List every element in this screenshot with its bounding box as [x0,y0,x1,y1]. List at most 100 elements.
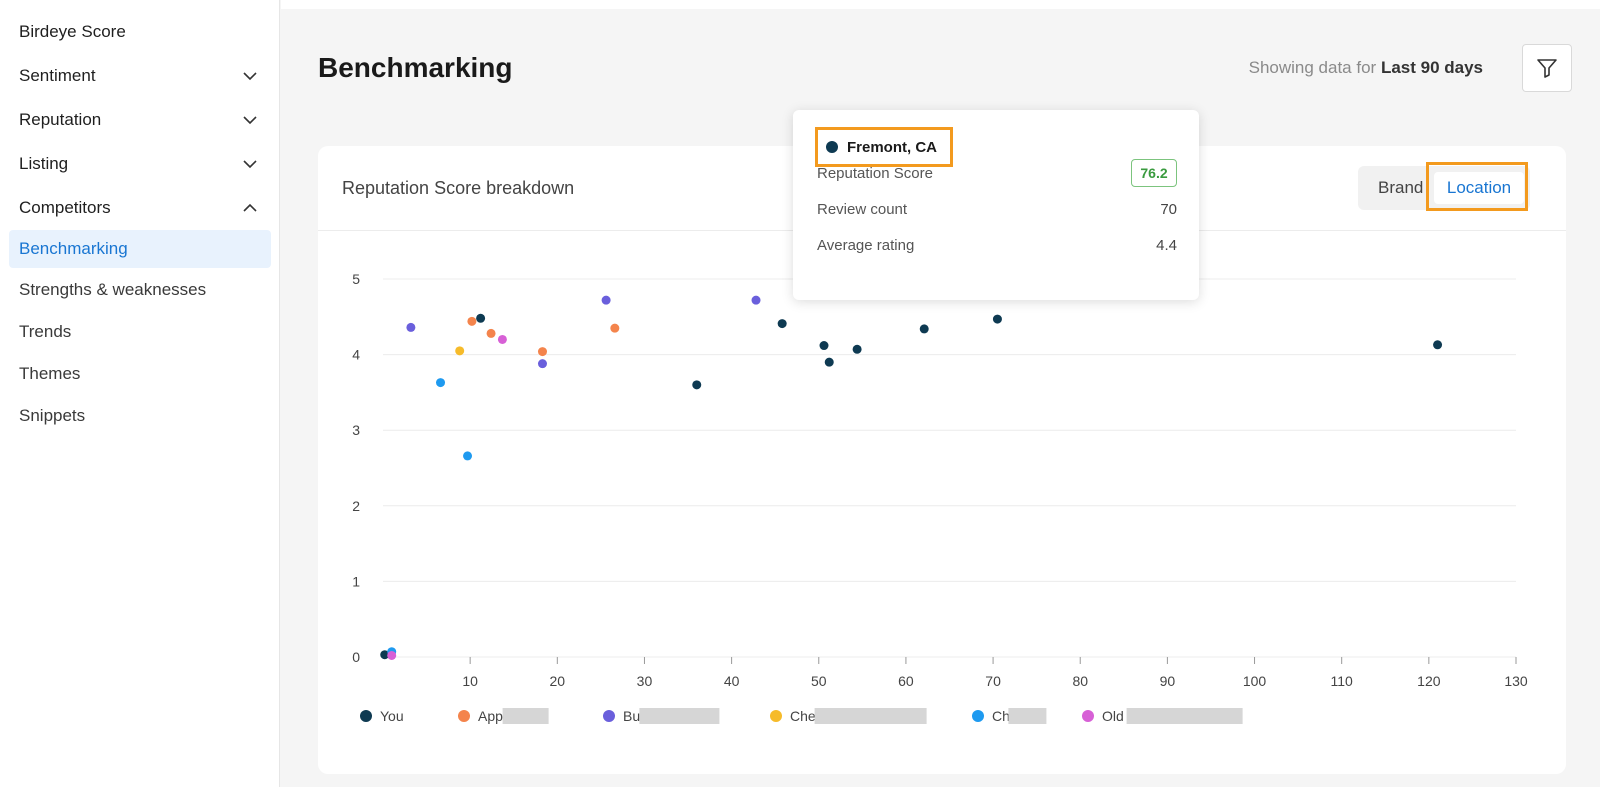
legend-marker [458,710,470,722]
nav-reputation[interactable]: Reputation [0,100,280,140]
legend-marker [360,710,372,722]
nav-birdeye-score[interactable]: Birdeye Score [0,12,280,52]
legend-marker [603,710,615,722]
nav-label: Birdeye Score [19,22,126,41]
data-point [463,451,473,461]
nav-benchmarking[interactable]: Benchmarking [9,230,271,268]
legend-redacted [1126,708,1243,724]
legend-label: App [478,708,503,724]
legend-redacted [639,708,720,724]
nav-label: Sentiment [19,66,96,85]
data-point [852,344,862,354]
y-tick-label: 0 [352,649,360,665]
chart-legend: You App Bu Che Ch Old [360,708,1243,724]
data-point [537,359,547,369]
sidebar: Birdeye Score Sentiment Reputation Listi… [0,0,280,787]
toggle-location[interactable]: Location [1434,172,1524,204]
data-point [406,322,416,332]
data-point [476,313,486,323]
nav-label: Competitors [19,198,111,217]
x-tick-label: 120 [1417,673,1441,689]
nav-sentiment[interactable]: Sentiment [0,56,280,96]
legend-label: Che [790,708,816,724]
nav-strengths-weaknesses[interactable]: Strengths & weaknesses [9,271,271,309]
legend-label: Bu [623,708,640,724]
tooltip-label: Review count [817,201,908,218]
legend-redacted [814,708,927,724]
x-tick-label: 50 [811,673,827,689]
x-tick-label: 90 [1160,673,1176,689]
nav-sub-label: Strengths & weaknesses [19,280,207,299]
legend-redacted [1008,708,1047,724]
x-tick-label: 70 [985,673,1001,689]
legend-label: Ch [992,708,1010,724]
x-tick-label: 60 [898,673,914,689]
data-point [497,334,507,344]
brand-location-toggle: Brand Location [1358,166,1530,210]
nav-themes[interactable]: Themes [9,355,271,393]
x-tick-label: 40 [724,673,740,689]
data-point [824,357,834,367]
date-range-text: Showing data for Last 90 days [1249,58,1483,78]
x-tick-label: 110 [1331,673,1354,689]
tooltip-location: Fremont, CA [815,127,953,167]
tooltip-label: Reputation Score [817,165,933,182]
location-tooltip: Fremont, CA Reputation Score 76.2 Review… [793,110,1199,300]
data-point [537,347,547,357]
x-tick-label: 20 [550,673,566,689]
tooltip-label: Average rating [817,237,915,254]
legend-marker [1082,710,1094,722]
tooltip-row-average-rating: Average rating 4.4 [817,237,1177,259]
top-strip [281,0,1600,9]
data-point [387,650,397,660]
card-title: Reputation Score breakdown [342,178,575,198]
data-point [777,319,787,329]
tooltip-row-review-count: Review count 70 [817,201,1177,223]
legend-marker [972,710,984,722]
legend-label: Old [1102,708,1124,724]
chevron-up-icon [243,203,257,212]
location-highlight [1426,162,1528,211]
y-tick-label: 2 [352,498,360,514]
x-tick-label: 10 [462,673,478,689]
legend-label: You [380,708,404,724]
chevron-down-icon [243,72,257,81]
chart-points [380,295,1443,660]
data-point [380,650,390,660]
showing-prefix: Showing data for [1248,58,1377,77]
legend-marker [770,710,782,722]
showing-period: Last 90 days [1380,58,1483,77]
data-point [751,295,761,305]
scatter-chart: 0 1 2 3 4 5 10 20 30 40 50 60 70 80 90 100 110 120 130 Yo… [352,271,1528,724]
y-tick-label: 3 [352,422,360,438]
nav-sub-label: Snippets [19,406,86,425]
data-point [467,316,477,326]
nav-label: Reputation [19,110,102,129]
chevron-down-icon [243,160,257,169]
data-point [610,323,620,333]
nav-trends[interactable]: Trends [9,313,271,351]
data-point [436,378,446,388]
x-tick-label: 80 [1072,673,1088,689]
legend-redacted [502,708,549,724]
score-badge: 76.2 [1131,159,1177,187]
nav-sub-label: Trends [19,322,72,341]
y-tick-label: 4 [352,347,360,363]
tooltip-row-reputation-score: Reputation Score 76.2 [817,159,1177,187]
chart-grid [383,278,1517,664]
data-point [919,324,929,334]
data-point [1433,340,1443,350]
y-axis-ticks: 0 1 2 3 4 5 [352,271,360,665]
filter-button[interactable] [1522,44,1572,92]
nav-competitors[interactable]: Competitors [0,188,280,228]
x-tick-label: 130 [1504,673,1528,689]
toggle-brand[interactable]: Brand [1378,178,1424,197]
tooltip-series-dot [826,141,838,153]
nav-listing[interactable]: Listing [0,144,280,184]
nav-snippets[interactable]: Snippets [9,397,271,435]
tooltip-value: 4.4 [1156,237,1177,254]
chevron-down-icon [243,116,257,125]
nav-sub-label: Themes [19,364,81,383]
x-tick-label: 100 [1243,673,1267,689]
page-title: Benchmarking [318,52,513,83]
